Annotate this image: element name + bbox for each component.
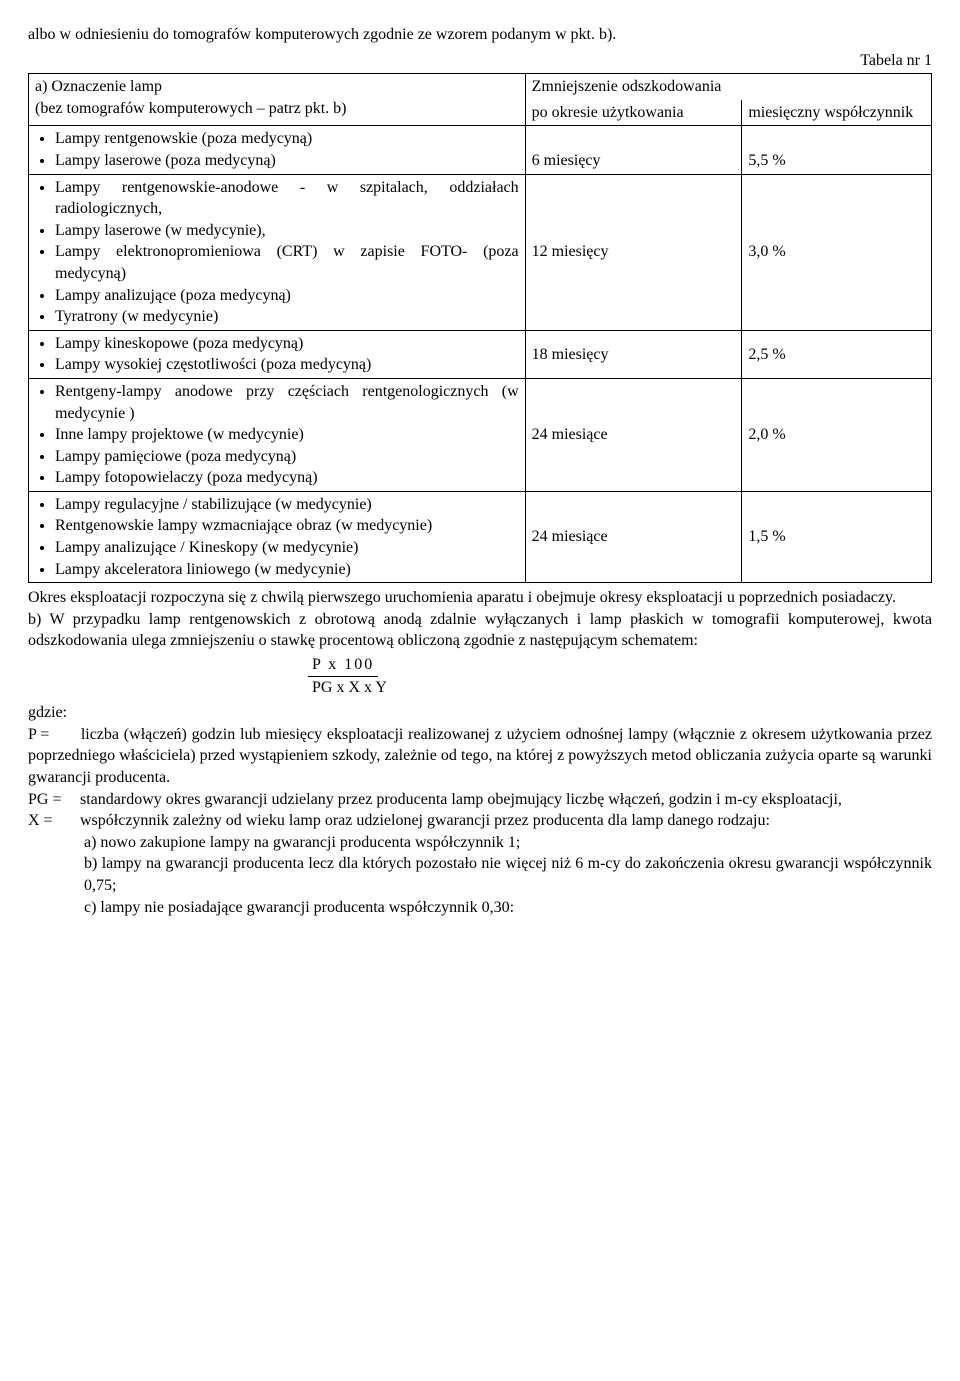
def-X: X = współczynnik zależny od wieku lamp o…	[28, 810, 932, 832]
list-item: Rentgeny-lampy anodowe przy częściach re…	[55, 381, 519, 424]
list-item: Lampy laserowe (w medycynie),	[55, 220, 519, 242]
intro-text: albo w odniesieniu do tomografów kompute…	[28, 24, 932, 46]
row3-items: Rentgeny-lampy anodowe przy częściach re…	[29, 378, 526, 491]
def-PG-text: standardowy okres gwarancji udzielany pr…	[80, 791, 842, 808]
def-P-text: liczba (włączeń) godzin lub miesięcy eks…	[28, 726, 932, 786]
list-item: Lampy akceleratora liniowego (w medycyni…	[55, 559, 519, 581]
def-X-a: a) nowo zakupione lampy na gwarancji pro…	[84, 832, 932, 854]
row2-coef: 2,5 %	[742, 330, 932, 378]
list-item: Inne lampy projektowe (w medycynie)	[55, 424, 519, 446]
list-item: Rentgenowskie lampy wzmacniające obraz (…	[55, 515, 519, 537]
def-X-b-text: b) lampy na gwarancji producenta lecz dl…	[84, 855, 932, 894]
list-item: Tyratrony (w medycynie)	[55, 306, 519, 328]
row3-coef: 2,0 %	[742, 378, 932, 491]
formula-denominator: PG x X x Y	[308, 677, 932, 699]
lamp-table: a) Oznaczenie lamp (bez tomografów kompu…	[28, 73, 932, 583]
def-P: P = liczba (włączeń) godzin lub miesięcy…	[28, 724, 932, 789]
def-X-c: c) lampy nie posiadające gwarancji produ…	[84, 897, 932, 919]
gdzie-label: gdzie:	[28, 702, 932, 724]
table-row: Lampy rentgenowskie (poza medycyną) Lamp…	[29, 126, 932, 174]
list-item: Lampy wysokiej częstotliwości (poza medy…	[55, 354, 519, 376]
list-item: Lampy elektronopromieniowa (CRT) w zapis…	[55, 241, 519, 284]
row0-items: Lampy rentgenowskie (poza medycyną) Lamp…	[29, 126, 526, 174]
hdr-col1: a) Oznaczenie lamp (bez tomografów kompu…	[29, 74, 526, 126]
list-item: Lampy fotopowielaczy (poza medycyną)	[55, 467, 519, 489]
def-PG-label: PG =	[28, 789, 76, 811]
hdr-col1-l2: (bez tomografów komputerowych – patrz pk…	[35, 98, 519, 120]
list-item: Lampy analizujące / Kineskopy (w medycyn…	[55, 537, 519, 559]
table-row: Lampy kineskopowe (poza medycyną) Lampy …	[29, 330, 932, 378]
row1-items: Lampy rentgenowskie-anodowe - w szpitala…	[29, 174, 526, 330]
formula-numerator: P x 100	[308, 654, 378, 677]
table-row: Lampy rentgenowskie-anodowe - w szpitala…	[29, 174, 932, 330]
row2-period: 18 miesięcy	[525, 330, 742, 378]
hdr-col23-title: Zmniejszenie odszkodowania	[525, 74, 931, 100]
after-text-1: Okres eksploatacji rozpoczyna się z chwi…	[28, 587, 932, 609]
list-item: Lampy rentgenowskie (poza medycyną)	[55, 128, 519, 150]
row0-period: 6 miesięcy	[525, 126, 742, 174]
table-row: Rentgeny-lampy anodowe przy częściach re…	[29, 378, 932, 491]
row4-coef: 1,5 %	[742, 491, 932, 582]
row4-items: Lampy regulacyjne / stabilizujące (w med…	[29, 491, 526, 582]
formula: P x 100 PG x X x Y	[308, 654, 932, 698]
row1-coef: 3,0 %	[742, 174, 932, 330]
after-text-2: b) W przypadku lamp rentgenowskich z obr…	[28, 609, 932, 652]
row4-period: 24 miesiące	[525, 491, 742, 582]
hdr-col3: miesięczny współczynnik	[742, 100, 932, 126]
def-PG: PG = standardowy okres gwarancji udziela…	[28, 789, 932, 811]
row0-coef: 5,5 %	[742, 126, 932, 174]
table-row: Lampy regulacyjne / stabilizujące (w med…	[29, 491, 932, 582]
list-item: Lampy rentgenowskie-anodowe - w szpitala…	[55, 177, 519, 220]
list-item: Lampy pamięciowe (poza medycyną)	[55, 446, 519, 468]
def-P-label: P =	[28, 724, 76, 746]
def-X-label: X =	[28, 810, 76, 832]
def-X-text: współczynnik zależny od wieku lamp oraz …	[80, 812, 770, 829]
list-item: Lampy kineskopowe (poza medycyną)	[55, 333, 519, 355]
row2-items: Lampy kineskopowe (poza medycyną) Lampy …	[29, 330, 526, 378]
row3-period: 24 miesiące	[525, 378, 742, 491]
list-item: Lampy laserowe (poza medycyną)	[55, 150, 519, 172]
hdr-col2: po okresie użytkowania	[525, 100, 742, 126]
list-item: Lampy analizujące (poza medycyną)	[55, 285, 519, 307]
row1-period: 12 miesięcy	[525, 174, 742, 330]
def-X-b: b) lampy na gwarancji producenta lecz dl…	[84, 853, 932, 896]
hdr-col1-l1: a) Oznaczenie lamp	[35, 76, 519, 98]
after2-text: b) W przypadku lamp rentgenowskich z obr…	[28, 611, 932, 650]
list-item: Lampy regulacyjne / stabilizujące (w med…	[55, 494, 519, 516]
table-label: Tabela nr 1	[28, 50, 932, 72]
